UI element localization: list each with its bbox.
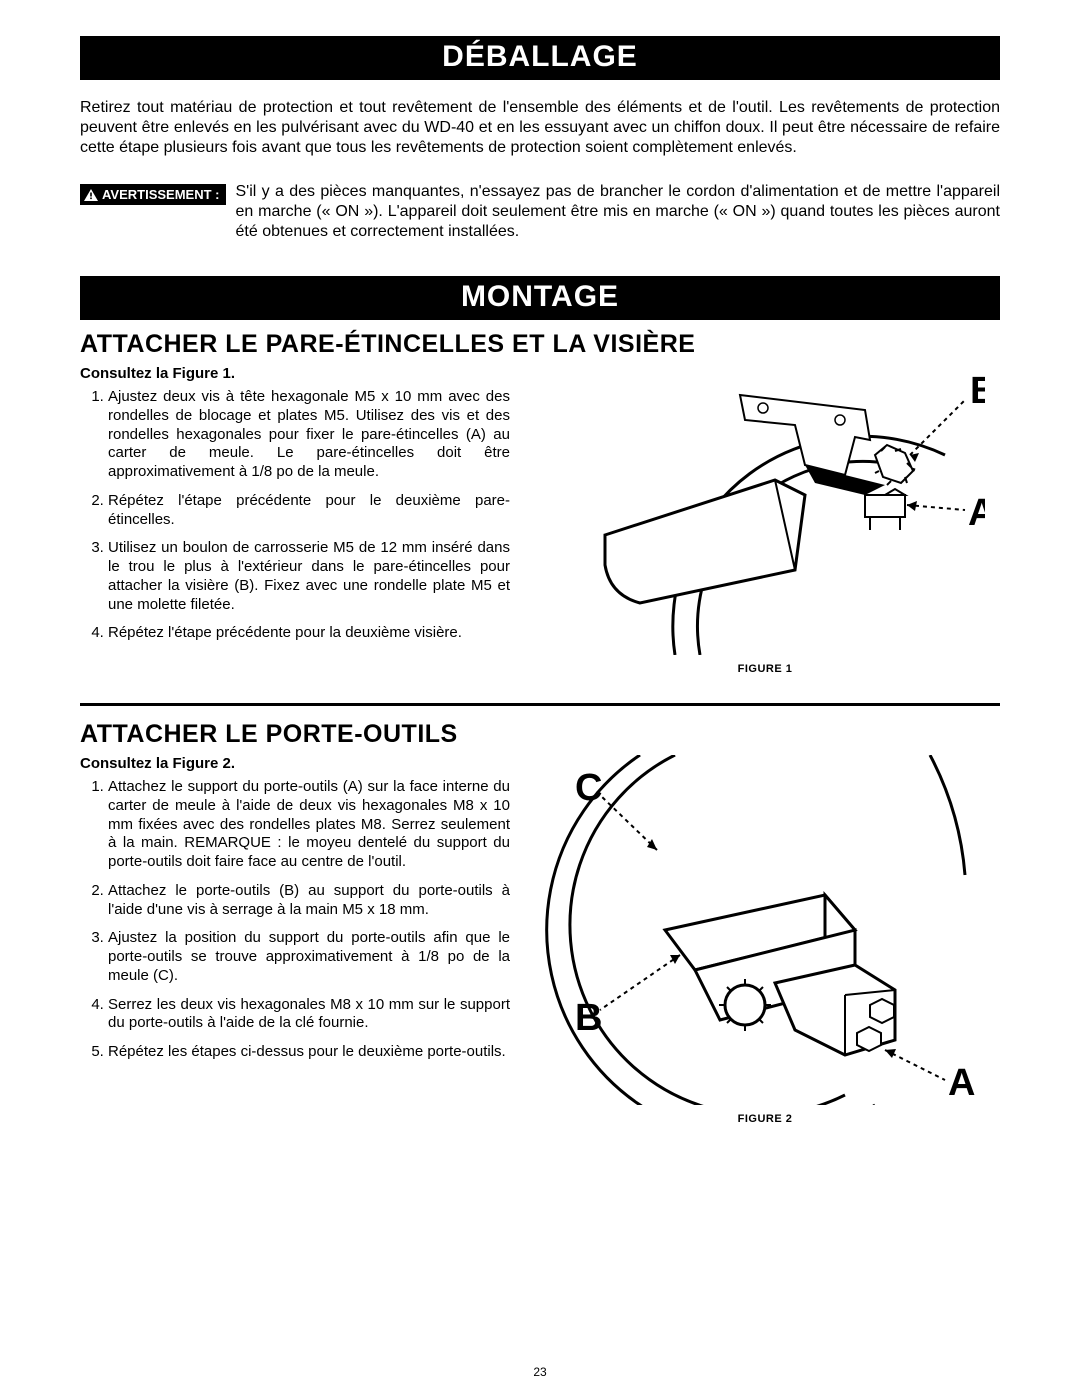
figure1-caption: FIGURE 1 — [738, 663, 793, 675]
list-item: Ajustez la position du support du porte-… — [108, 929, 510, 985]
callout-a2: A — [948, 1062, 975, 1104]
list-item: Serrez les deux vis hexagonales M8 x 10 … — [108, 996, 510, 1034]
toolrest-row: Consultez la Figure 2. Attachez le suppo… — [80, 755, 1000, 1125]
list-item: Attachez le porte-outils (B) au support … — [108, 882, 510, 920]
figure1-illustration: B A — [545, 365, 985, 655]
figure1-col: B A FIGURE 1 — [530, 365, 1000, 675]
figure2-caption: FIGURE 2 — [738, 1113, 793, 1125]
warning-row: AVERTISSEMENT : S'il y a des pièces manq… — [80, 182, 1000, 242]
sparkguard-steps: Ajustez deux vis à tête hexagonale M5 x … — [80, 388, 510, 643]
page-number: 23 — [0, 1365, 1080, 1379]
section-title-unpacking: DÉBALLAGE — [80, 36, 1000, 80]
unpacking-body: Retirez tout matériau de protection et t… — [80, 98, 1000, 158]
figure2-col: C B A FIGURE 2 — [530, 755, 1000, 1125]
list-item: Utilisez un boulon de carrosserie M5 de … — [108, 539, 510, 614]
section-title-assembly: MONTAGE — [80, 276, 1000, 320]
callout-a: A — [968, 492, 985, 534]
list-item: Attachez le support du porte-outils (A) … — [108, 778, 510, 872]
sparkguard-row: Consultez la Figure 1. Ajustez deux vis … — [80, 365, 1000, 675]
list-item: Répétez les étapes ci-dessus pour le deu… — [108, 1043, 510, 1062]
list-item: Répétez l'étape précédente pour la deuxi… — [108, 624, 510, 643]
subheading-toolrest: ATTACHER LE PORTE-OUTILS — [80, 720, 1000, 749]
consult-fig2: Consultez la Figure 2. — [80, 755, 510, 772]
warning-badge: AVERTISSEMENT : — [80, 184, 226, 205]
warning-triangle-icon — [84, 189, 98, 201]
list-item: Répétez l'étape précédente pour le deuxi… — [108, 492, 510, 530]
list-item: Ajustez deux vis à tête hexagonale M5 x … — [108, 388, 510, 482]
consult-fig1: Consultez la Figure 1. — [80, 365, 510, 382]
warning-label-text: AVERTISSEMENT : — [102, 187, 220, 202]
warning-text: S'il y a des pièces manquantes, n'essaye… — [236, 182, 1001, 242]
callout-c: C — [575, 767, 602, 809]
sparkguard-text-col: Consultez la Figure 1. Ajustez deux vis … — [80, 365, 510, 675]
figure2-illustration: C B A — [545, 755, 985, 1105]
divider — [80, 703, 1000, 706]
subheading-sparkguard: ATTACHER LE PARE-ÉTINCELLES ET LA VISIÈR… — [80, 330, 1000, 359]
callout-b: B — [970, 370, 985, 412]
toolrest-steps: Attachez le support du porte-outils (A) … — [80, 778, 510, 1062]
toolrest-text-col: Consultez la Figure 2. Attachez le suppo… — [80, 755, 510, 1125]
callout-b2: B — [575, 997, 602, 1039]
